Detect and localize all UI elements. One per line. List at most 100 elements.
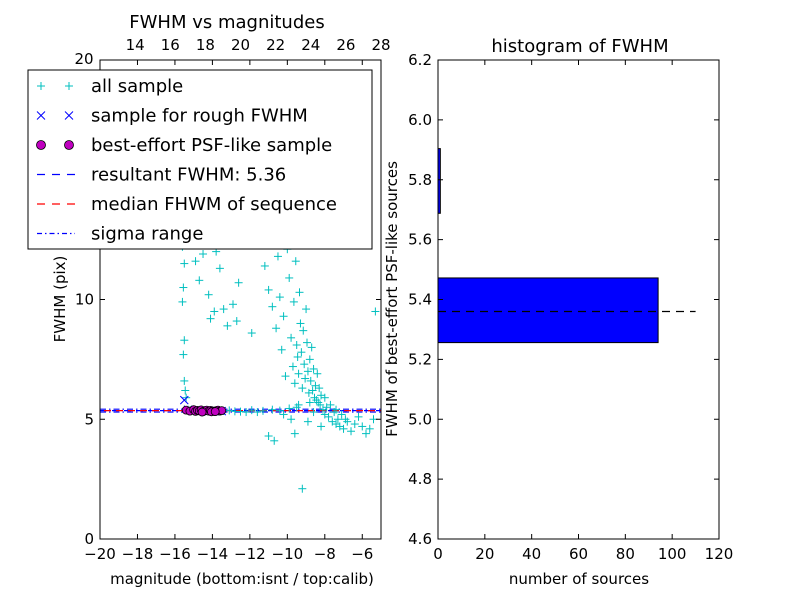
scatter-point — [315, 384, 324, 393]
scatter-point — [320, 393, 329, 402]
legend-entry: median FHWM of sequence — [37, 194, 337, 215]
legend-marker-b-b — [64, 111, 74, 120]
scatter-point — [303, 417, 312, 426]
scatter-point — [210, 407, 220, 416]
top-x-tick-label: 14 — [126, 36, 145, 54]
histogram-xlabel: number of sources — [509, 570, 649, 588]
top-x-tick-label: 24 — [301, 36, 320, 54]
legend-entry: sample for rough FWHM — [36, 106, 308, 127]
scatter-point — [247, 406, 256, 415]
scatter-top-left-label: 20 — [74, 50, 93, 68]
histogram-y-axis: 4.6 4.8 5.0 5.2 5.4 5.6 5.8 6.0 6.2 — [408, 51, 719, 548]
scatter-point — [285, 404, 294, 413]
scatter-point — [305, 398, 314, 407]
x-tick-label: −20 — [84, 545, 116, 563]
scatter-point — [275, 406, 284, 415]
scatter-point — [180, 376, 189, 385]
scatter-point — [204, 290, 213, 299]
legend-marker-b — [64, 111, 74, 120]
scatter-point — [293, 352, 302, 361]
scatter-point — [215, 264, 224, 273]
top-x-tick-label: 28 — [371, 36, 390, 54]
scatter-point — [298, 484, 307, 493]
legend-marker-a-b — [36, 111, 46, 120]
top-x-tick-label: 26 — [336, 36, 355, 54]
top-x-tick-label: 22 — [266, 36, 285, 54]
scatter-point — [300, 360, 309, 369]
scatter-legend: all sample sample for rough FWHM best-effo… — [27, 69, 373, 250]
legend-label: sigma range — [91, 224, 203, 245]
scatter-ylabel: FWHM (pix) — [51, 256, 69, 343]
scatter-point — [288, 362, 297, 371]
y-tick-label: 10 — [75, 291, 94, 309]
hist-x-tick-label: 0 — [433, 545, 443, 563]
scatter-point — [206, 314, 215, 323]
legend-label: sample for rough FWHM — [91, 106, 308, 127]
scatter-point — [180, 336, 189, 345]
histogram-panel: histogram of FWHM 0 20 40 60 80 100 120 4.6 4.8… — [383, 36, 733, 588]
scatter-point — [285, 273, 294, 282]
scatter-point — [290, 429, 299, 438]
scatter-point — [225, 406, 234, 415]
scatter-point — [313, 369, 322, 378]
scatter-point — [179, 350, 188, 359]
legend-label: all sample — [91, 76, 183, 97]
scatter-point — [279, 410, 288, 419]
hist-y-tick-label: 5.4 — [408, 291, 432, 309]
scatter-point — [362, 429, 371, 438]
scatter-point — [295, 288, 304, 297]
scatter-point — [294, 369, 303, 378]
hist-x-tick-label: 100 — [658, 545, 687, 563]
scatter-point — [287, 333, 296, 342]
scatter-point — [350, 420, 359, 429]
scatter-point — [303, 367, 312, 376]
scatter-point — [333, 415, 342, 424]
hist-x-tick-label: 40 — [522, 545, 541, 563]
scatter-point — [307, 343, 316, 352]
scatter-point — [234, 278, 243, 287]
histogram-x-axis: 0 20 40 60 80 100 120 — [433, 60, 733, 563]
legend-marker-a — [36, 140, 46, 150]
scatter-point — [268, 302, 277, 311]
scatter-point — [281, 372, 290, 381]
scatter-point — [258, 406, 267, 415]
x-tick-label: −8 — [314, 545, 336, 563]
scatter-point — [316, 400, 325, 409]
scatter-point — [306, 376, 315, 385]
scatter-point — [199, 249, 208, 258]
hist-y-tick-label: 5.8 — [408, 171, 432, 189]
scatter-point — [292, 341, 301, 350]
scatter-point — [236, 407, 245, 416]
scatter-point — [277, 345, 286, 354]
scatter-point — [179, 283, 188, 292]
legend-label: resultant FWHM: 5.36 — [91, 165, 286, 186]
hist-y-tick-label: 4.6 — [408, 530, 432, 548]
legend-entries: all sample sample for rough FWHM best-effo… — [36, 76, 337, 245]
scatter-point — [180, 259, 189, 268]
scatter-point — [279, 312, 288, 321]
y-tick-label: 5 — [84, 410, 94, 428]
scatter-title: FWHM vs magnitudes — [129, 12, 324, 33]
histogram-plot-area — [437, 148, 696, 344]
scatter-point — [309, 364, 318, 373]
scatter-point — [268, 405, 277, 414]
scatter-point — [371, 307, 380, 316]
scatter-point — [178, 297, 187, 306]
x-tick-label: −18 — [122, 545, 154, 563]
y-tick-label: 0 — [84, 530, 94, 548]
x-tick-label: −12 — [234, 545, 266, 563]
scatter-point — [260, 261, 269, 270]
scatter-top-axis: 14 16 18 20 22 24 26 28 — [126, 36, 391, 54]
hist-x-tick-label: 80 — [616, 545, 635, 563]
scatter-point — [305, 355, 314, 364]
legend-marker-b — [64, 140, 74, 150]
scatter-point — [289, 297, 298, 306]
scatter-point — [320, 410, 329, 419]
scatter-point — [301, 374, 310, 383]
scatter-point — [308, 386, 317, 395]
scatter-point — [179, 395, 189, 405]
hist-y-tick-label: 4.8 — [408, 470, 432, 488]
scatter-point — [339, 424, 348, 433]
histogram-ylabel: FWHM of best-effort PSF-like sources — [383, 161, 401, 437]
